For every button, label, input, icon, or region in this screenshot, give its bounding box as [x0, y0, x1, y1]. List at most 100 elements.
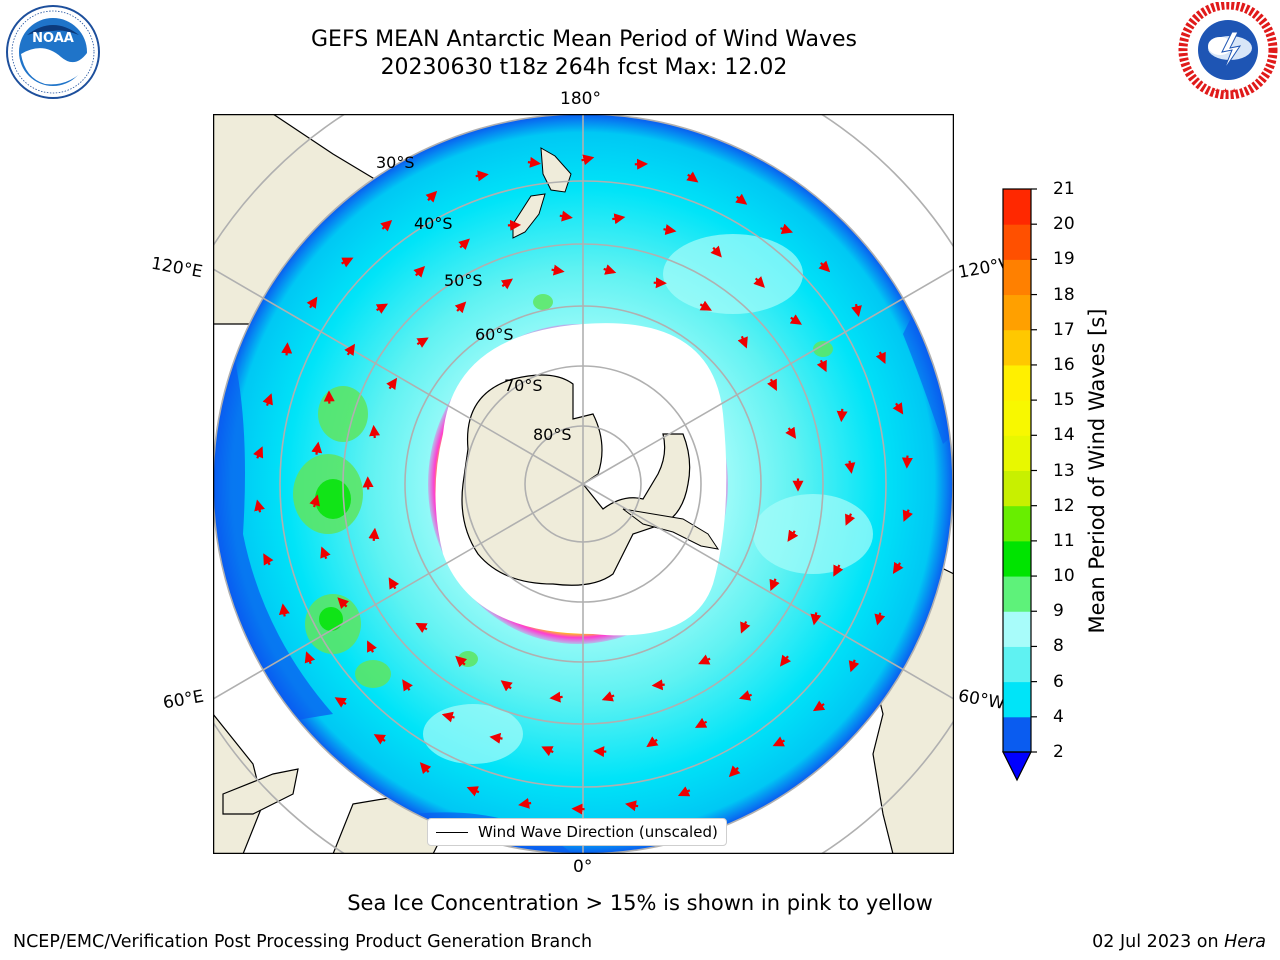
wave-direction-arrow	[253, 446, 264, 459]
lon-label-120e: 120°E	[149, 253, 205, 283]
wave-direction-arrow	[845, 513, 856, 526]
wave-direction-arrow	[686, 171, 699, 183]
footer-date-text: 02 Jul 2023 on	[1092, 932, 1225, 952]
polar-map	[212, 113, 955, 855]
wave-direction-arrow	[388, 577, 400, 590]
wave-direction-arrow	[769, 578, 780, 592]
wave-direction-arrow	[779, 654, 792, 667]
wave-direction-arrow	[344, 343, 356, 356]
lon-label-0: 0°	[573, 857, 593, 877]
noaa-logo: NOAA	[6, 5, 100, 99]
colorbar-tick-label: 4	[1053, 706, 1064, 727]
wave-direction-arrow	[875, 351, 886, 364]
wave-direction-arrow	[368, 527, 380, 542]
footer-date: 02 Jul 2023 on Hera	[1092, 932, 1266, 952]
colorbar-swatch	[1003, 400, 1031, 436]
wave-direction-arrow	[663, 224, 677, 235]
wave-direction-arrow	[500, 278, 513, 290]
map-subtitle: 20230630 t18z 264h fcst Max: 12.02	[380, 55, 788, 80]
colorbar-tick-label: 14	[1053, 425, 1075, 446]
footer-credit: NCEP/EMC/Verification Post Processing Pr…	[13, 932, 593, 952]
nws-logo: ★ ★ ★	[1178, 2, 1278, 99]
colorbar-swatch	[1003, 294, 1031, 331]
wave-direction-arrow	[334, 697, 347, 708]
colorbar-swatch	[1003, 576, 1031, 612]
wave-direction-arrow	[646, 736, 659, 748]
map-title: GEFS MEAN Antarctic Mean Period of Wind …	[311, 27, 857, 52]
wave-direction-arrow	[559, 210, 573, 222]
colorbar-label: Mean Period of Wind Waves [s]	[1085, 308, 1109, 634]
wave-direction-arrow	[458, 238, 470, 251]
wave-direction-arrow	[386, 377, 398, 390]
wave-direction-arrow	[263, 553, 274, 566]
colorbar-swatch	[1003, 716, 1031, 753]
wave-direction-arrow	[785, 426, 797, 439]
wind-wave-arrows	[253, 154, 913, 815]
wave-direction-arrow	[767, 378, 777, 391]
wave-direction-arrow	[699, 300, 712, 311]
lat-label-80s: 80°S	[533, 425, 572, 444]
wave-direction-arrow	[367, 640, 377, 653]
colorbar-tick-label: 21	[1053, 179, 1075, 199]
colorbar-tick-label: 10	[1053, 566, 1075, 587]
wave-direction-arrow	[425, 190, 438, 203]
wave-direction-arrow	[454, 301, 467, 314]
wave-direction-arrow	[549, 691, 563, 703]
wave-direction-arrow	[901, 455, 913, 469]
wave-direction-arrow	[816, 359, 827, 373]
wave-direction-arrow	[789, 314, 802, 325]
wave-direction-arrow	[818, 260, 831, 273]
wave-direction-arrow	[694, 717, 708, 728]
map-legend: Wind Wave Direction (unscaled)	[427, 818, 727, 846]
wave-direction-arrow	[698, 654, 711, 665]
wave-direction-arrow	[603, 264, 617, 275]
wave-direction-arrow	[787, 529, 799, 542]
colorbar-tick-label: 18	[1053, 284, 1075, 305]
caption: Sea Ice Concentration > 15% is shown in …	[347, 891, 933, 915]
wave-direction-arrow	[306, 296, 318, 309]
colorbar-swatch	[1003, 646, 1031, 683]
wave-direction-arrow	[341, 257, 354, 268]
wave-direction-arrow	[740, 621, 751, 634]
wave-direction-arrow	[455, 655, 467, 668]
polar-stereographic-map	[212, 113, 955, 855]
lat-label-40s: 40°S	[414, 214, 453, 233]
wave-direction-arrow	[262, 393, 273, 406]
lon-label-60e: 60°E	[161, 686, 206, 714]
svg-text:★ ★ ★: ★ ★ ★	[1214, 87, 1237, 95]
wave-direction-arrow	[369, 424, 381, 439]
wave-direction-arrow	[415, 622, 428, 634]
colorbar-tick-label: 12	[1053, 495, 1075, 516]
wave-direction-arrow	[653, 277, 667, 289]
wave-direction-arrow	[518, 797, 532, 809]
wave-direction-arrow	[739, 690, 752, 701]
colorbar-tick-label: 17	[1053, 319, 1075, 340]
wave-direction-arrow	[810, 612, 822, 626]
wave-direction-arrow	[402, 679, 413, 692]
wave-direction-arrow	[625, 800, 639, 812]
wave-direction-arrow	[851, 303, 862, 318]
wave-direction-arrow	[812, 700, 826, 712]
colorbar-tick-label: 6	[1053, 671, 1064, 692]
colorbar-swatch	[1003, 224, 1031, 260]
lon-label-180: 180°	[560, 89, 601, 109]
colorbar-tick-label: 2	[1053, 742, 1064, 762]
colorbar-swatch	[1003, 540, 1031, 577]
wave-direction-arrow	[833, 564, 844, 577]
wave-direction-arrow	[651, 679, 665, 691]
legend-line-icon	[436, 831, 468, 833]
colorbar-swatch	[1003, 329, 1031, 366]
wave-direction-arrow	[373, 734, 386, 745]
footer-host: Hera	[1224, 932, 1266, 952]
wave-direction-arrow	[500, 680, 513, 692]
colorbar-under-triangle	[1002, 751, 1032, 782]
wave-direction-arrow	[380, 220, 393, 232]
wave-direction-arrow	[612, 213, 626, 225]
colorbar-swatch	[1003, 364, 1031, 401]
svg-text:NOAA: NOAA	[32, 31, 74, 46]
wave-direction-arrow	[836, 408, 848, 423]
colorbar-tick-label: 13	[1053, 460, 1075, 481]
wave-direction-arrow	[874, 612, 886, 626]
wave-direction-arrow	[728, 765, 741, 778]
wave-direction-arrow	[677, 786, 691, 797]
